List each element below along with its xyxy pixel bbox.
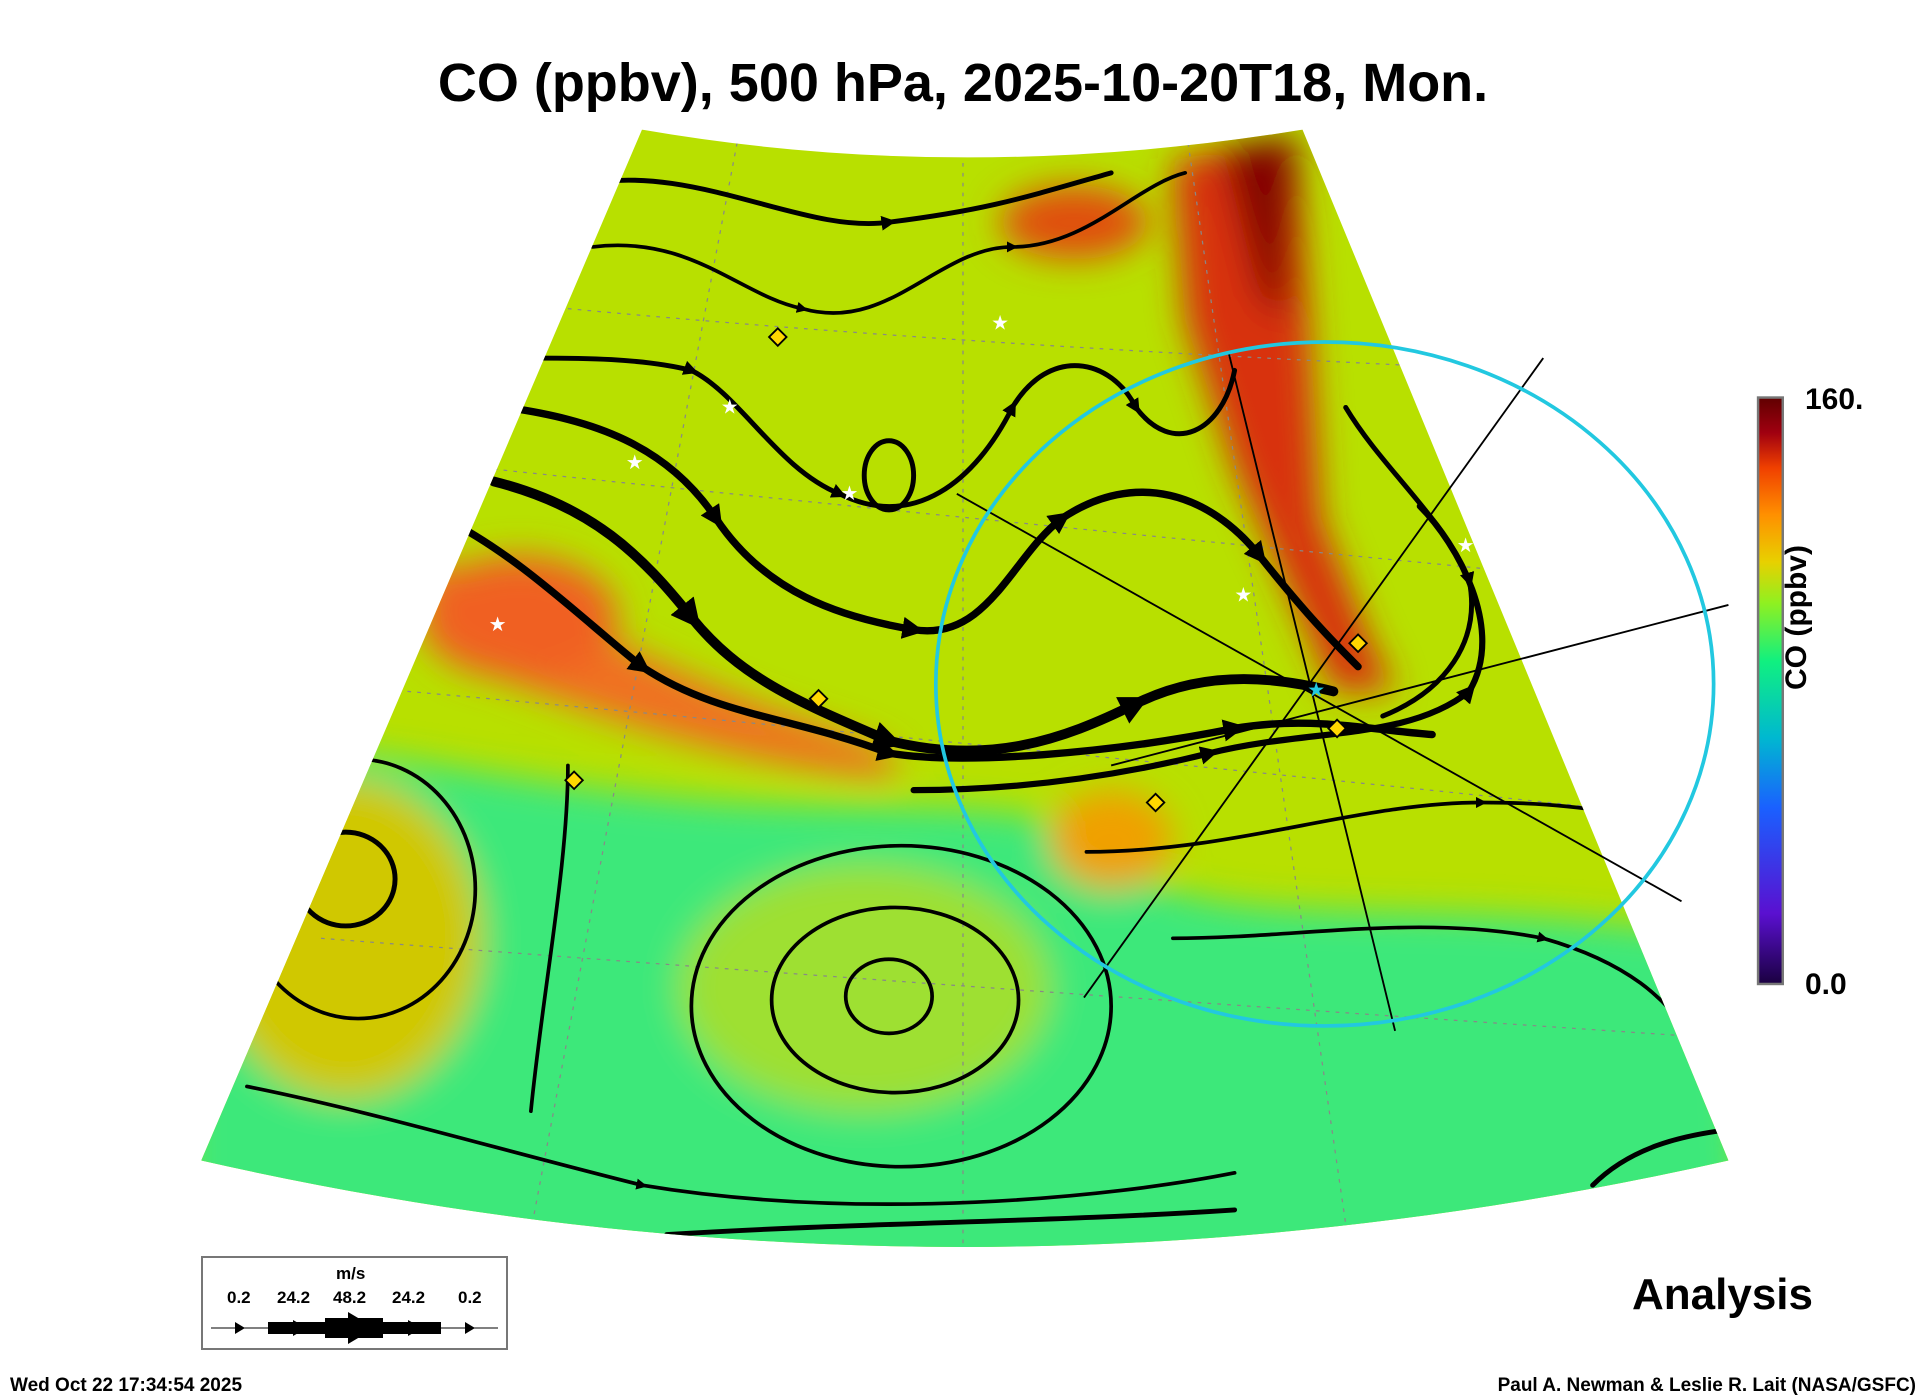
legend-speed: 0.2 [458,1288,482,1307]
colorbar-title: CO (ppbv) [1780,545,1813,690]
legend-speed: 0.2 [227,1288,251,1307]
wind-speed-legend: m/s 0.2 24.2 48.2 24.2 0.2 [201,1256,508,1350]
legend-speed: 24.2 [277,1288,311,1307]
co-field: ★ ★ ★ ★ ★ ★ ★ [201,129,1729,1247]
svg-text:★: ★ [489,614,507,636]
range-circle [933,340,1716,1028]
credit: Paul A. Newman & Leslie R. Lait (NASA/GS… [1497,1375,1916,1396]
plot-title: CO (ppbv), 500 hPa, 2025-10-20T18, Mon. [437,53,1489,113]
legend-units: m/s [336,1264,366,1283]
station-markers [564,327,1369,813]
legend-speed: 24.2 [392,1288,426,1307]
center-star: ★ [1307,679,1325,701]
svg-text:★: ★ [841,483,859,505]
svg-text:★: ★ [721,397,739,419]
legend-arrow [211,1312,498,1344]
colorbar [1756,396,1784,986]
cross-section-lines [956,351,1729,1032]
svg-text:★: ★ [1234,584,1252,606]
star-markers: ★ ★ ★ ★ ★ ★ ★ [489,313,1475,636]
legend-speed: 48.2 [333,1288,367,1307]
colorbar-max-label: 160. [1805,383,1864,416]
svg-text:★: ★ [991,313,1009,335]
colorbar-min-label: 0.0 [1805,968,1847,1001]
svg-text:★: ★ [1457,535,1475,557]
product-label: Analysis [1632,1270,1813,1319]
timestamp: Wed Oct 22 17:34:54 2025 [10,1375,243,1396]
svg-text:★: ★ [626,452,644,474]
